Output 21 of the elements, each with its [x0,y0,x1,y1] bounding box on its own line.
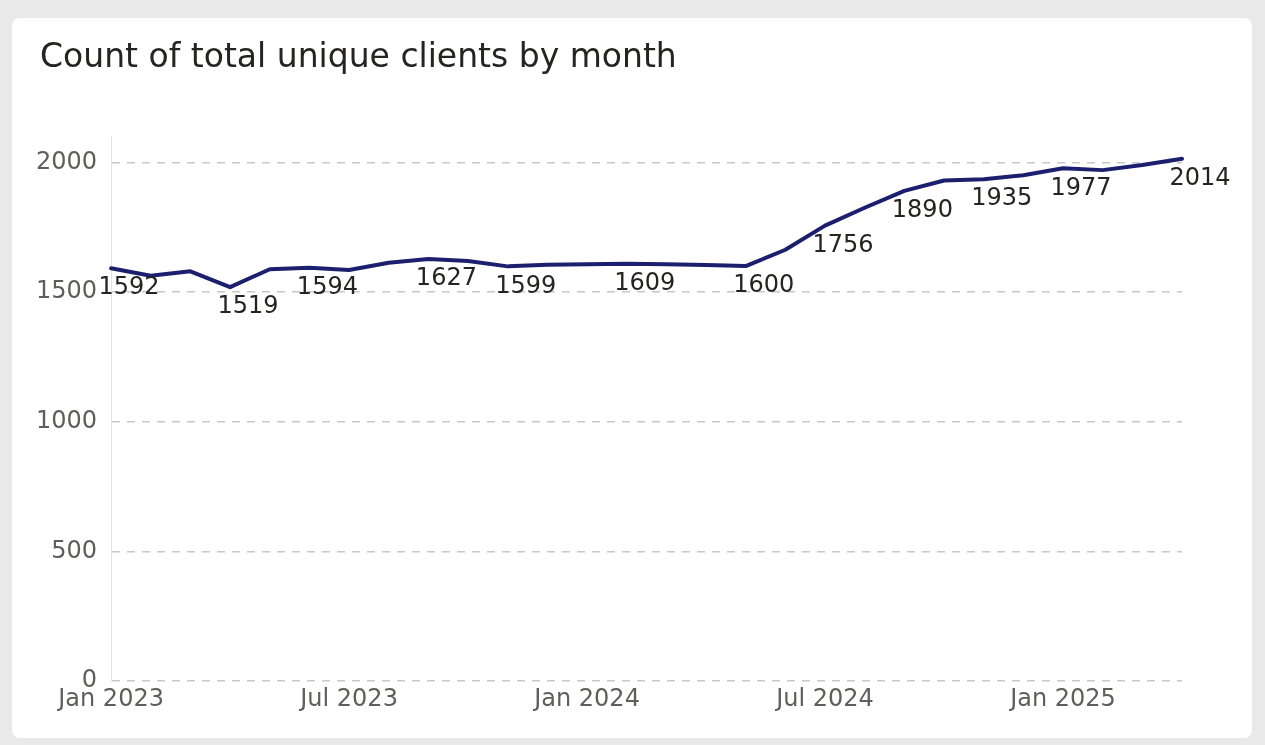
data-label: 1599 [495,270,557,299]
data-label: 1977 [1050,172,1112,201]
x-tick-label: Jan 2024 [532,683,640,712]
x-tick-label: Jul 2024 [774,683,874,712]
x-tick-label: Jan 2025 [1008,683,1116,712]
data-label: 2014 [1169,162,1231,191]
x-tick-label: Jul 2023 [298,683,398,712]
data-label: 1609 [614,268,676,297]
data-label: 1935 [971,183,1033,212]
chart-title: Count of total unique clients by month [40,36,677,75]
data-label: 1592 [98,272,160,301]
data-label: 1627 [415,263,477,292]
y-tick-label: 1500 [36,276,98,305]
data-label: 1594 [296,271,358,300]
data-label: 1600 [733,270,795,299]
y-tick-label: 500 [51,535,98,564]
data-label: 1519 [217,291,279,320]
y-tick-label: 1000 [36,406,98,435]
y-tick-label: 2000 [36,146,98,175]
data-label: 1756 [812,229,874,258]
data-label: 1890 [891,195,953,224]
